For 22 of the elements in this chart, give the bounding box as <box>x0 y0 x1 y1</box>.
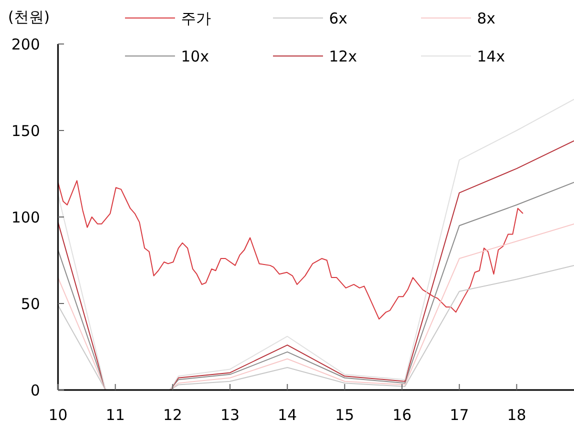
legend-label: 14x <box>477 47 506 66</box>
x-tick-label: 12 <box>163 406 182 424</box>
y-tick-label: 200 <box>11 35 40 54</box>
y-tick-label: 0 <box>30 381 40 400</box>
legend-label: 10x <box>181 47 210 66</box>
x-tick-label: 10 <box>48 406 68 424</box>
y-tick-label: 150 <box>11 122 40 140</box>
x-tick-label: 18 <box>507 406 526 424</box>
x-tick-label: 15 <box>335 406 354 424</box>
x-tick-label: 14 <box>278 406 297 424</box>
y-axis-title: (천원) <box>8 8 50 26</box>
line-series <box>58 180 524 320</box>
y-tick-label: 50 <box>20 294 40 313</box>
x-tick-label: 13 <box>220 406 240 424</box>
legend-label: 6x <box>329 9 348 28</box>
x-tick-label: 11 <box>106 406 125 424</box>
y-tick-label: 100 <box>11 208 40 226</box>
x-tick-label: 16 <box>392 406 412 424</box>
x-tick-label: 17 <box>450 406 469 424</box>
legend-label: 주가 <box>181 9 211 28</box>
legend-label: 12x <box>329 47 358 66</box>
legend-label: 8x <box>477 9 496 28</box>
